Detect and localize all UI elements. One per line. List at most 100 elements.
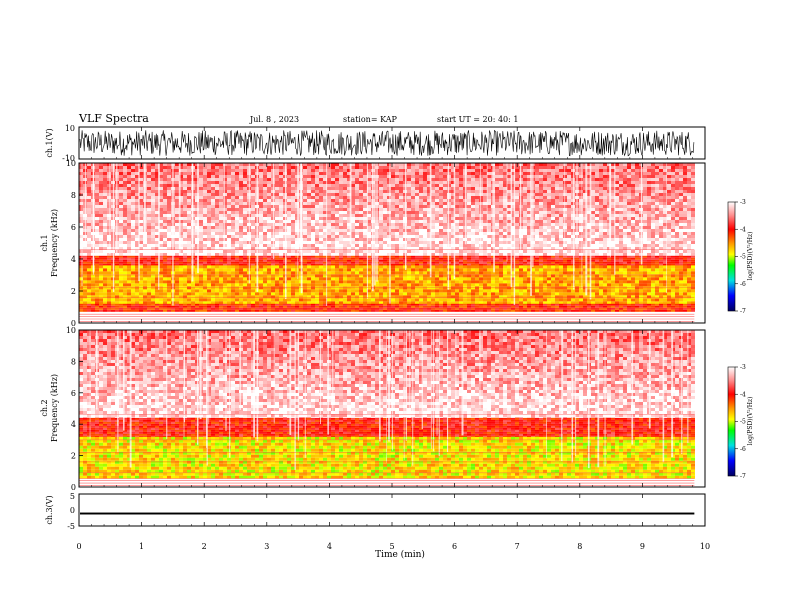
ch1-spec-cell: [87, 244, 91, 247]
ch1-spec-cell: [235, 217, 239, 220]
ch1-spec-cell: [123, 235, 127, 238]
ch1-spec-cell: [183, 169, 187, 172]
ch1-spec-cell: [227, 199, 231, 202]
ch1-spec-cell: [515, 226, 519, 229]
ch1-spec-cell: [471, 208, 475, 211]
ch1-spec-cell: [163, 199, 167, 202]
ch1-spec-cell: [275, 187, 279, 190]
ch1-spec-cell: [383, 205, 387, 208]
ch1-spec-cell: [615, 223, 619, 226]
ch1-spec-cell: [511, 175, 515, 178]
ch1-spec-cell: [323, 163, 327, 166]
ch1-spec-cell: [559, 235, 563, 238]
ch1-spec-cell: [591, 223, 595, 226]
ch1-spec-cell: [399, 226, 403, 229]
ch1-spec-cell: [151, 226, 155, 229]
ch1-spec-cell: [319, 208, 323, 211]
ch1-spec-cell: [435, 199, 439, 202]
ch1-spec-cell: [579, 199, 583, 202]
ch1-spec-cell: [127, 259, 131, 262]
ch1-spec-cell: [419, 226, 423, 229]
ch1-spec-cell: [83, 263, 87, 266]
ch1-spec-cell: [327, 178, 331, 181]
ch1-spec-cell: [359, 235, 363, 238]
ch1-spec-cell: [327, 166, 331, 169]
ch1-spec-cell: [323, 184, 327, 187]
ch1-spec-cell: [691, 190, 695, 193]
ch1-spec-cell: [587, 238, 591, 241]
ch1-spec-cell: [419, 238, 423, 241]
ch1-spec-cell: [227, 190, 231, 193]
ch1-spec-cell: [567, 202, 571, 205]
ch1-spec-cell: [623, 241, 627, 244]
ch1-spec-cell: [259, 253, 263, 256]
ch1-spec-cell: [487, 190, 491, 193]
ch1-spec-cell: [163, 217, 167, 220]
ch1-spec-cell: [303, 178, 307, 181]
ch1-spec-cell: [559, 247, 563, 250]
ch1-spec-cell: [155, 184, 159, 187]
ch1-spec-cell: [315, 250, 319, 253]
ch1-spec-cell: [207, 208, 211, 211]
ch1-spec-cell: [451, 247, 455, 250]
ch1-spec-cell: [327, 253, 331, 256]
ch1-spec-cell: [83, 232, 87, 235]
ch1-spec-cell: [287, 247, 291, 250]
ch1-spec-cell: [423, 208, 427, 211]
ch1-spec-cell: [127, 181, 131, 184]
ch1-spec-cell: [275, 184, 279, 187]
ch1-spec-cell: [407, 232, 411, 235]
ch1-spec-cell: [667, 190, 671, 193]
ch1-spec-cell: [287, 223, 291, 226]
ch1-spec-cell: [475, 184, 479, 187]
ch1-spec-cell: [687, 184, 691, 187]
ch1-spec-cell: [659, 217, 663, 220]
ch1-spec-cell: [383, 253, 387, 256]
ch1-spec-cell: [435, 181, 439, 184]
ch1-spec-cell: [127, 238, 131, 241]
ch1-spec-cell: [79, 241, 83, 244]
ch1-spec-cell: [559, 226, 563, 229]
ch1-spec-cell: [543, 178, 547, 181]
ch1-spec-cell: [487, 184, 491, 187]
ch1-spec-cell: [683, 178, 687, 181]
ch1-spec-cell: [551, 190, 555, 193]
ch1-spec-cell: [647, 244, 651, 247]
ch1-spec-cell: [239, 257, 243, 260]
ch1-spec-cell: [107, 205, 111, 208]
ch1-spec-cell: [627, 184, 631, 187]
ch1-spec-cell: [243, 257, 247, 260]
ch1-spec-cell: [331, 196, 335, 199]
ch1-spec-cell: [179, 229, 183, 232]
ch1-spec-cell: [339, 166, 343, 169]
ch1-spec-cell: [623, 250, 627, 253]
ch1-spec-cell: [467, 253, 471, 256]
ch1-spec-cell: [587, 241, 591, 244]
ch1-spec-cell: [655, 235, 659, 238]
ch1-spec-cell: [599, 244, 603, 247]
ch1-spec-cell: [187, 244, 191, 247]
ch1-spec-cell: [655, 247, 659, 250]
ch1-spec-cell: [127, 211, 131, 214]
ch1-spec-cell: [231, 247, 235, 250]
ch1-spec-cell: [99, 187, 103, 190]
ch1-spec-cell: [87, 220, 91, 223]
ch1-spec-cell: [535, 223, 539, 226]
ch1-spec-cell: [183, 223, 187, 226]
ch1-spec-cell: [407, 241, 411, 244]
ch1-spec-cell: [183, 261, 187, 264]
ch1-spec-cell: [523, 199, 527, 202]
ch1-spec-cell: [567, 178, 571, 181]
ch1-spec-cell: [391, 187, 395, 190]
ch1-spec-cell: [611, 208, 615, 211]
ch1-spec-cell: [155, 187, 159, 190]
ch1-spec-cell: [515, 208, 519, 211]
ch1-spec-cell: [159, 220, 163, 223]
ch1-spec-cell: [215, 208, 219, 211]
ch1-spec-cell: [211, 214, 215, 217]
ch1-spec-cell: [135, 205, 139, 208]
ch1-spec-cell: [415, 220, 419, 223]
ch1-spec-cell: [687, 247, 691, 250]
ch1-spec-cell: [683, 202, 687, 205]
ch1-spec-cell: [307, 175, 311, 178]
